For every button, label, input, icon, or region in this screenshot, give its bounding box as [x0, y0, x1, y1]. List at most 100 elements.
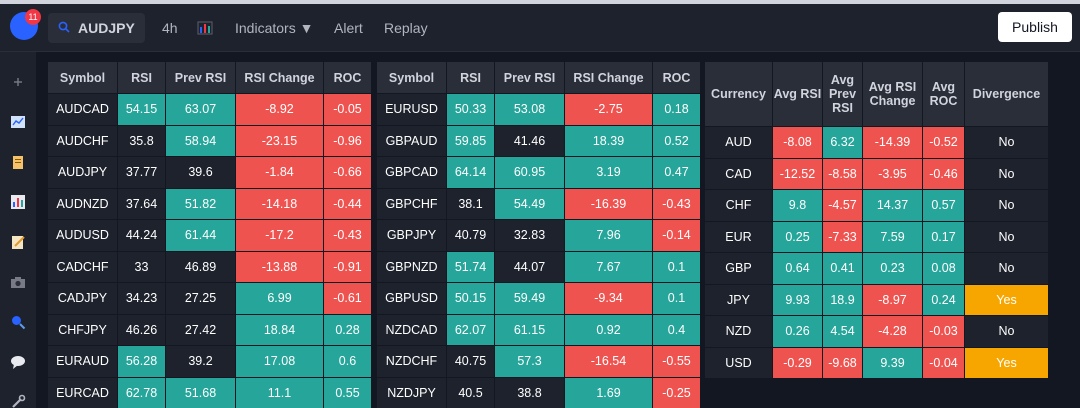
table-row: AUD -8.08 6.32 -14.39 -0.52 No [704, 126, 1049, 159]
roc-cell: -0.43 [323, 219, 372, 252]
currency-table: Currency Avg RSI Avg Prev RSI Avg RSI Ch… [704, 61, 1049, 379]
table-header-row: Symbol RSI Prev RSI RSI Change ROC [376, 61, 701, 94]
avg-roc-cell: 0.17 [922, 220, 965, 253]
table-row: NZDCHF 40.75 57.3 -16.54 -0.55 [376, 345, 701, 378]
pair-table-middle: Symbol RSI Prev RSI RSI Change ROC EURUS… [376, 61, 701, 408]
header-prev-rsi: Prev RSI [494, 61, 565, 94]
rsi-change-cell: -1.84 [235, 156, 324, 189]
divergence-cell: No [964, 126, 1049, 159]
rsi-change-cell: 6.99 [235, 282, 324, 315]
chat-icon[interactable] [10, 354, 26, 370]
note-icon[interactable] [10, 234, 26, 250]
prev-rsi-cell: 32.83 [494, 219, 565, 252]
rsi-cell: 62.07 [446, 313, 495, 346]
bar-stats-icon[interactable] [10, 194, 26, 210]
header-avg-rsi-change: Avg RSI Change [862, 61, 923, 127]
prev-rsi-cell: 41.46 [494, 124, 565, 157]
header-avg-prev-rsi: Avg Prev RSI [822, 61, 863, 127]
rsi-cell: 37.77 [117, 156, 166, 189]
symbol-cell: GBPJPY [376, 219, 447, 252]
indicators-button[interactable]: Indicators ▼ [235, 13, 313, 43]
interval-button[interactable]: 4h [162, 20, 178, 36]
table-row: GBPJPY 40.79 32.83 7.96 -0.14 [376, 219, 701, 252]
magnifier-icon[interactable] [10, 314, 26, 330]
header-rsi: RSI [446, 61, 495, 94]
divergence-cell: No [964, 189, 1049, 222]
rsi-change-cell: -23.15 [235, 124, 324, 157]
avg-rsi-change-cell: 0.23 [862, 252, 923, 285]
rsi-change-cell: 17.08 [235, 345, 324, 378]
avg-roc-cell: 0.24 [922, 283, 965, 316]
prev-rsi-cell: 39.2 [165, 345, 236, 378]
symbol-cell: GBPAUD [376, 124, 447, 157]
avg-rsi-change-cell: 9.39 [862, 346, 923, 379]
table-row: AUDUSD 44.24 61.44 -17.2 -0.43 [47, 219, 372, 252]
roc-cell: -0.14 [652, 219, 701, 252]
rsi-change-cell: 18.84 [235, 313, 324, 346]
rsi-change-cell: -2.75 [564, 93, 653, 126]
table-row: CHF 9.8 -4.57 14.37 0.57 No [704, 189, 1049, 222]
rsi-cell: 50.15 [446, 282, 495, 315]
roc-cell: -0.55 [652, 345, 701, 378]
rsi-change-cell: 0.92 [564, 313, 653, 346]
currency-cell: CAD [704, 157, 773, 190]
rsi-change-cell: 7.67 [564, 250, 653, 283]
prev-rsi-cell: 51.68 [165, 376, 236, 408]
caret-down-icon: ▼ [299, 20, 314, 36]
avg-rsi-cell: 0.25 [772, 220, 823, 253]
currency-cell: NZD [704, 315, 773, 348]
rsi-change-cell: 11.1 [235, 376, 324, 408]
avg-roc-cell: -0.03 [922, 315, 965, 348]
roc-cell: 0.1 [652, 282, 701, 315]
rsi-cell: 37.64 [117, 187, 166, 220]
rsi-change-cell: -9.34 [564, 282, 653, 315]
rsi-cell: 51.74 [446, 250, 495, 283]
rsi-change-cell: 1.69 [564, 376, 653, 408]
avg-prev-rsi-cell: -9.68 [822, 346, 863, 379]
rsi-cell: 62.78 [117, 376, 166, 408]
symbol-cell: AUDCHF [47, 124, 118, 157]
table-row: NZDCAD 62.07 61.15 0.92 0.4 [376, 313, 701, 346]
table-row: EURAUD 56.28 39.2 17.08 0.6 [47, 345, 372, 378]
header-divergence: Divergence [964, 61, 1049, 127]
currency-cell: GBP [704, 252, 773, 285]
symbol-label: AUDJPY [78, 20, 135, 36]
bar-chart-icon[interactable] [197, 21, 213, 35]
camera-icon[interactable] [10, 274, 26, 290]
currency-cell: EUR [704, 220, 773, 253]
publish-button[interactable]: Publish [998, 12, 1072, 42]
header-rsi: RSI [117, 61, 166, 94]
avg-prev-rsi-cell: 0.41 [822, 252, 863, 285]
rsi-cell: 50.33 [446, 93, 495, 126]
clipboard-icon[interactable] [10, 154, 26, 170]
rsi-cell: 40.79 [446, 219, 495, 252]
header-currency: Currency [704, 61, 773, 127]
toolbar: 11 AUDJPY 4h Indicators ▼ Alert Replay P… [0, 4, 1080, 52]
roc-cell: -0.25 [652, 376, 701, 408]
symbol-search-button[interactable]: AUDJPY [48, 13, 145, 43]
divergence-cell: Yes [964, 346, 1049, 379]
wrench-icon[interactable] [10, 394, 26, 408]
header-rsi-change: RSI Change [235, 61, 324, 94]
table-row: GBPCAD 64.14 60.95 3.19 0.47 [376, 156, 701, 189]
avg-rsi-change-cell: -8.97 [862, 283, 923, 316]
indicators-label: Indicators [235, 20, 296, 36]
roc-cell: -0.05 [323, 93, 372, 126]
divergence-cell: No [964, 157, 1049, 190]
prev-rsi-cell: 59.49 [494, 282, 565, 315]
symbol-cell: GBPCHF [376, 187, 447, 220]
symbol-cell: GBPCAD [376, 156, 447, 189]
prev-rsi-cell: 44.07 [494, 250, 565, 283]
notification-badge: 11 [25, 9, 41, 25]
prev-rsi-cell: 39.6 [165, 156, 236, 189]
replay-button[interactable]: Replay [384, 20, 428, 36]
prev-rsi-cell: 38.8 [494, 376, 565, 408]
alert-button[interactable]: Alert [334, 20, 363, 36]
divergence-cell: Yes [964, 283, 1049, 316]
roc-cell: -0.91 [323, 250, 372, 283]
symbol-cell: AUDJPY [47, 156, 118, 189]
chart-icon[interactable] [10, 114, 26, 130]
plus-icon[interactable] [10, 74, 26, 90]
symbol-cell: CHFJPY [47, 313, 118, 346]
